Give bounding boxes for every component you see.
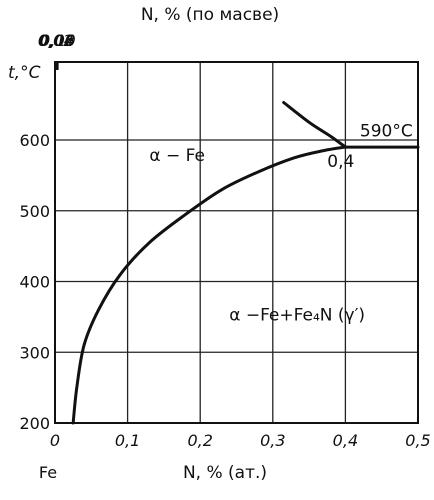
y-tick-label: 400 <box>19 273 50 292</box>
x-origin-label: Fe <box>39 463 57 482</box>
top-tick-label: 0,10 <box>40 31 76 50</box>
top-tick-label: 0,08 <box>39 31 75 50</box>
phase-boundary-0 <box>71 145 347 425</box>
phase-boundary-1 <box>282 101 347 149</box>
top-axis-label: N, % (по масве) <box>141 5 279 25</box>
annotation: 590°C <box>360 121 413 141</box>
y-tick-label: 200 <box>19 414 50 433</box>
tick-labels: 0 0,1 0,2 0,3 0,4 0,52003004005006000,020,040… <box>19 31 430 450</box>
annotation: 0,4 <box>327 152 354 172</box>
annotations: α − Fe α −Fe+Fe₄N (γ′) 590°C 0,4 <box>149 121 412 325</box>
x-tick-label: 0,3 <box>260 431 285 450</box>
x-tick-label: 0,2 <box>187 431 212 450</box>
phase-boundaries <box>71 101 420 425</box>
grid <box>55 62 418 423</box>
top-tick-label: 0,06 <box>39 31 75 50</box>
annotation: α −Fe+Fe₄N (γ′) <box>229 305 365 325</box>
y-axis-label: t,°C <box>8 63 41 83</box>
top-tick-label: 0,02 <box>38 31 74 50</box>
x-axis-label: N, % (ат.) <box>183 463 267 483</box>
y-tick-label: 600 <box>19 131 50 150</box>
x-tick-label: 0,5 <box>405 431 430 450</box>
y-tick-label: 300 <box>19 343 50 362</box>
x-tick-label: 0 <box>50 431 60 450</box>
annotation: α − Fe <box>149 146 205 166</box>
top-tick-label: 0,04 <box>38 31 74 50</box>
x-tick-label: 0,1 <box>115 431 140 450</box>
x-tick-label: 0,4 <box>333 431 358 450</box>
y-tick-label: 500 <box>19 202 50 221</box>
plot-frame <box>54 61 419 424</box>
